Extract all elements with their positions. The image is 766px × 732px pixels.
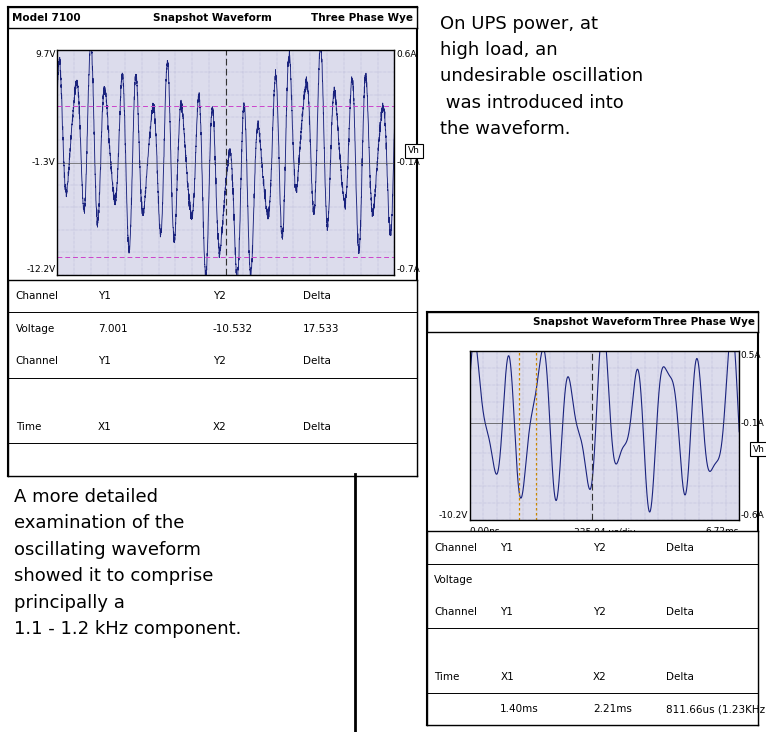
Text: 335.94 us/div: 335.94 us/div	[574, 527, 635, 537]
Text: Time: Time	[434, 672, 460, 682]
Text: Three Phase Wye: Three Phase Wye	[311, 12, 414, 23]
Text: 17.533: 17.533	[303, 324, 339, 334]
Text: Delta: Delta	[303, 291, 331, 301]
Text: X2: X2	[213, 422, 226, 432]
Text: 1000.00 us/div: 1000.00 us/div	[192, 281, 260, 291]
Text: 0.00ns: 0.00ns	[57, 281, 88, 291]
Text: Y2: Y2	[213, 291, 225, 301]
Text: Y1: Y1	[98, 356, 111, 366]
Text: Y1: Y1	[500, 608, 513, 617]
Text: 9.7V: 9.7V	[35, 50, 56, 59]
Text: Channel: Channel	[434, 542, 477, 553]
Text: -10.2V: -10.2V	[439, 512, 468, 520]
Text: Y2: Y2	[593, 542, 606, 553]
Text: Y2: Y2	[593, 608, 606, 617]
Text: 6.72ms: 6.72ms	[705, 527, 739, 537]
Text: Channel: Channel	[16, 291, 59, 301]
Text: Voltage: Voltage	[434, 575, 473, 585]
Text: Vh: Vh	[753, 444, 764, 454]
Text: 20.00ms: 20.00ms	[355, 281, 394, 291]
Text: Model 7100: Model 7100	[11, 12, 80, 23]
Text: On UPS power, at
high load, an
undesirable oscillation
 was introduced into
the : On UPS power, at high load, an undesirab…	[440, 15, 643, 138]
Text: Channel: Channel	[434, 608, 477, 617]
Text: 2.21ms: 2.21ms	[593, 704, 632, 714]
Text: 1.40ms: 1.40ms	[500, 704, 539, 714]
Text: Y2: Y2	[213, 356, 225, 366]
Text: X2: X2	[593, 672, 607, 682]
Text: Snapshot Waveform: Snapshot Waveform	[153, 12, 272, 23]
Text: 0.00ns: 0.00ns	[470, 527, 500, 537]
Text: 7.001: 7.001	[98, 324, 127, 334]
Text: -1.3V: -1.3V	[32, 158, 56, 167]
Text: Snapshot Waveform: Snapshot Waveform	[533, 317, 653, 327]
Text: Time: Time	[16, 422, 41, 432]
Text: Delta: Delta	[666, 672, 693, 682]
Text: Delta: Delta	[666, 608, 693, 617]
Text: Vh: Vh	[408, 146, 420, 155]
Text: -0.6A: -0.6A	[741, 512, 764, 520]
Text: -0.7A: -0.7A	[396, 266, 420, 274]
Text: 0.6A: 0.6A	[396, 50, 417, 59]
Text: Channel: Channel	[16, 356, 59, 366]
Text: X1: X1	[98, 422, 112, 432]
Text: 811.66us (1.23KHz): 811.66us (1.23KHz)	[666, 704, 766, 714]
Text: Delta: Delta	[666, 542, 693, 553]
Text: -0.1A: -0.1A	[396, 158, 420, 167]
Text: -12.2V: -12.2V	[27, 266, 56, 274]
Text: Three Phase Wye: Three Phase Wye	[653, 317, 755, 327]
Text: Delta: Delta	[303, 422, 331, 432]
Text: -0.1A: -0.1A	[741, 419, 764, 427]
Text: 0.5A: 0.5A	[741, 351, 761, 359]
Text: Y1: Y1	[500, 542, 513, 553]
Text: Delta: Delta	[303, 356, 331, 366]
Text: Y1: Y1	[98, 291, 111, 301]
Text: -10.532: -10.532	[213, 324, 253, 334]
Text: Voltage: Voltage	[16, 324, 55, 334]
Text: X1: X1	[500, 672, 514, 682]
Text: A more detailed
examination of the
oscillating waveform
showed it to comprise
pr: A more detailed examination of the oscil…	[15, 488, 242, 638]
